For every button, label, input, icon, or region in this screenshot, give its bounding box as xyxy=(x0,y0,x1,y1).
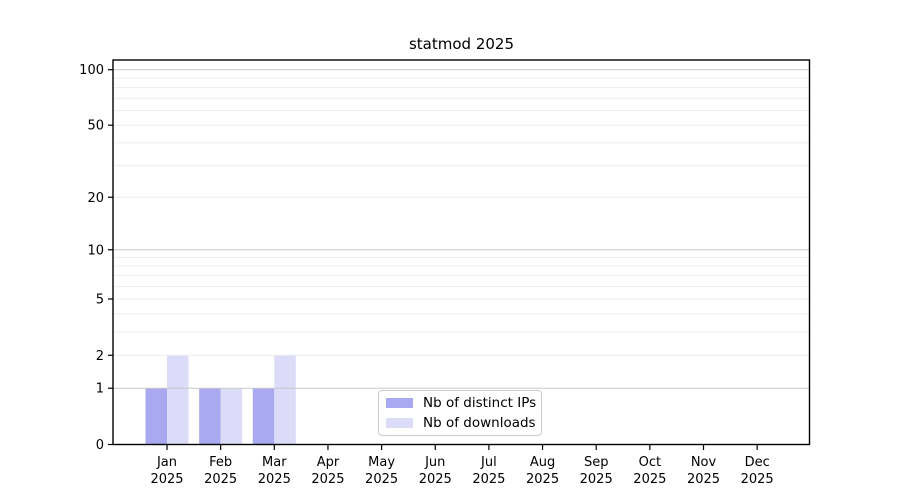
x-tick-label-year: 2025 xyxy=(419,472,452,487)
x-tick-label-month: Jan xyxy=(156,455,177,470)
plot-border xyxy=(112,59,811,446)
y-tick-label: 0 xyxy=(96,438,104,453)
x-tick-label-month: Aug xyxy=(530,455,555,470)
legend-swatch-downloads xyxy=(386,417,413,428)
bar-downloads-mar xyxy=(274,355,296,445)
x-tick-label-year: 2025 xyxy=(526,472,559,487)
y-tick-label: 10 xyxy=(87,243,104,258)
bar-downloads-jan xyxy=(167,355,189,445)
x-tick-label-month: Dec xyxy=(745,455,770,470)
x-tick-label-year: 2025 xyxy=(687,472,720,487)
bar-distinct-ips-jan xyxy=(145,388,167,445)
y-tick-label: 20 xyxy=(87,191,104,206)
x-tick-label-month: Nov xyxy=(691,455,717,470)
x-tick-label-year: 2025 xyxy=(472,472,505,487)
x-tick-label-month: Apr xyxy=(317,455,340,470)
legend-swatch-distinct-ips xyxy=(386,398,413,409)
x-tick-label-year: 2025 xyxy=(150,472,183,487)
y-tick-label: 50 xyxy=(87,119,104,134)
legend-label-distinct-ips: Nb of distinct IPs xyxy=(423,395,537,412)
x-tick-label-year: 2025 xyxy=(741,472,774,487)
x-tick-label-month: Jul xyxy=(480,455,497,470)
y-tick-label: 1 xyxy=(96,382,104,397)
bar-downloads-feb xyxy=(220,388,243,445)
x-tick-label-year: 2025 xyxy=(204,472,237,487)
y-tick-label: 2 xyxy=(96,349,104,364)
legend-label-downloads: Nb of downloads xyxy=(423,414,536,431)
x-tick-label-month: Jun xyxy=(424,455,445,470)
x-tick-label-month: Mar xyxy=(262,455,287,470)
legend: Nb of distinct IPs Nb of downloads xyxy=(378,390,542,436)
x-tick-label-year: 2025 xyxy=(633,472,666,487)
bar-distinct-ips-mar xyxy=(252,388,275,445)
x-tick-label-year: 2025 xyxy=(258,472,291,487)
legend-entry-distinct-ips: Nb of distinct IPs xyxy=(386,395,537,412)
x-tick-label-year: 2025 xyxy=(311,472,344,487)
x-tick-label-year: 2025 xyxy=(580,472,613,487)
x-tick-label-month: Oct xyxy=(639,455,661,470)
legend-entry-downloads: Nb of downloads xyxy=(386,414,536,432)
x-tick-label-year: 2025 xyxy=(365,472,398,487)
bar-distinct-ips-feb xyxy=(199,388,221,445)
x-tick-label-month: Feb xyxy=(209,455,232,470)
y-tick-label: 5 xyxy=(96,292,104,307)
x-tick-label-month: May xyxy=(368,455,395,470)
chart-title: statmod 2025 xyxy=(408,35,515,53)
x-tick-label-month: Sep xyxy=(584,455,609,470)
y-tick-label: 100 xyxy=(79,63,104,78)
